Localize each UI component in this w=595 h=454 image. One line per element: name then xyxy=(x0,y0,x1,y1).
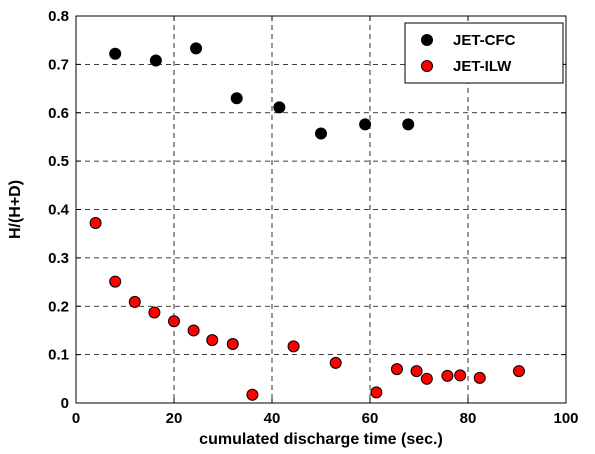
data-point-jet-ilw xyxy=(410,365,423,378)
data-point-jet-ilw xyxy=(226,337,239,350)
data-point-jet-ilw xyxy=(89,217,102,230)
y-tick-label: 0.1 xyxy=(48,347,69,364)
data-point-jet-cfc xyxy=(359,118,372,131)
legend: JET-CFC JET-ILW xyxy=(404,22,564,84)
data-point-jet-ilw xyxy=(512,365,525,378)
y-tick-label: 0.8 xyxy=(48,8,69,25)
data-points xyxy=(89,42,525,401)
y-tick-label: 0.3 xyxy=(48,250,69,267)
data-point-jet-cfc xyxy=(190,42,203,55)
y-tick-label: 0.6 xyxy=(48,105,69,122)
data-point-jet-ilw xyxy=(441,369,454,382)
data-point-jet-ilw xyxy=(187,324,200,337)
x-tick-label: 40 xyxy=(264,410,281,427)
data-point-jet-ilw xyxy=(128,295,141,308)
data-point-jet-cfc xyxy=(230,92,243,105)
data-point-jet-cfc xyxy=(315,127,327,140)
data-point-jet-ilw xyxy=(329,356,342,369)
legend-marker-jet-ilw xyxy=(421,60,433,72)
data-point-jet-ilw xyxy=(206,334,219,347)
data-point-jet-ilw xyxy=(168,315,180,328)
legend-marker-jet-cfc xyxy=(421,34,433,46)
legend-label-jet-cfc: JET-CFC xyxy=(453,32,516,49)
x-axis-label: cumulated discharge time (sec.) xyxy=(199,431,443,448)
legend-label-jet-ilw: JET-ILW xyxy=(453,58,512,75)
data-point-jet-ilw xyxy=(287,340,300,353)
x-tick-label: 60 xyxy=(362,410,379,427)
data-point-jet-ilw xyxy=(390,363,403,376)
data-point-jet-ilw xyxy=(454,369,467,382)
data-point-jet-ilw xyxy=(148,306,161,319)
y-tick-label: 0.4 xyxy=(48,202,70,219)
legend-box xyxy=(404,22,564,84)
data-point-jet-cfc xyxy=(273,101,286,114)
x-tick-label: 0 xyxy=(72,410,80,427)
y-tick-label: 0.5 xyxy=(48,153,69,170)
y-tick-label: 0.7 xyxy=(48,56,69,73)
data-point-jet-ilw xyxy=(109,275,122,288)
y-tick-label: 0.2 xyxy=(48,298,69,315)
y-axis-label: H/(H+D) xyxy=(7,180,24,239)
data-point-jet-cfc xyxy=(149,54,162,67)
x-tick-label: 80 xyxy=(460,410,477,427)
data-point-jet-ilw xyxy=(246,388,259,401)
x-tick-label: 100 xyxy=(553,410,578,427)
data-point-jet-cfc xyxy=(402,118,415,131)
data-point-jet-ilw xyxy=(370,386,383,399)
data-point-jet-ilw xyxy=(473,371,486,384)
data-point-jet-ilw xyxy=(420,372,433,385)
data-point-jet-cfc xyxy=(109,47,122,60)
x-tick-label: 20 xyxy=(166,410,183,427)
axis-ticks: 0 20 40 60 80 100 0 0.1 0.2 0.3 0.4 0.5 0.6 0.7 0.8 xyxy=(48,8,578,427)
y-tick-label: 0 xyxy=(61,395,69,412)
